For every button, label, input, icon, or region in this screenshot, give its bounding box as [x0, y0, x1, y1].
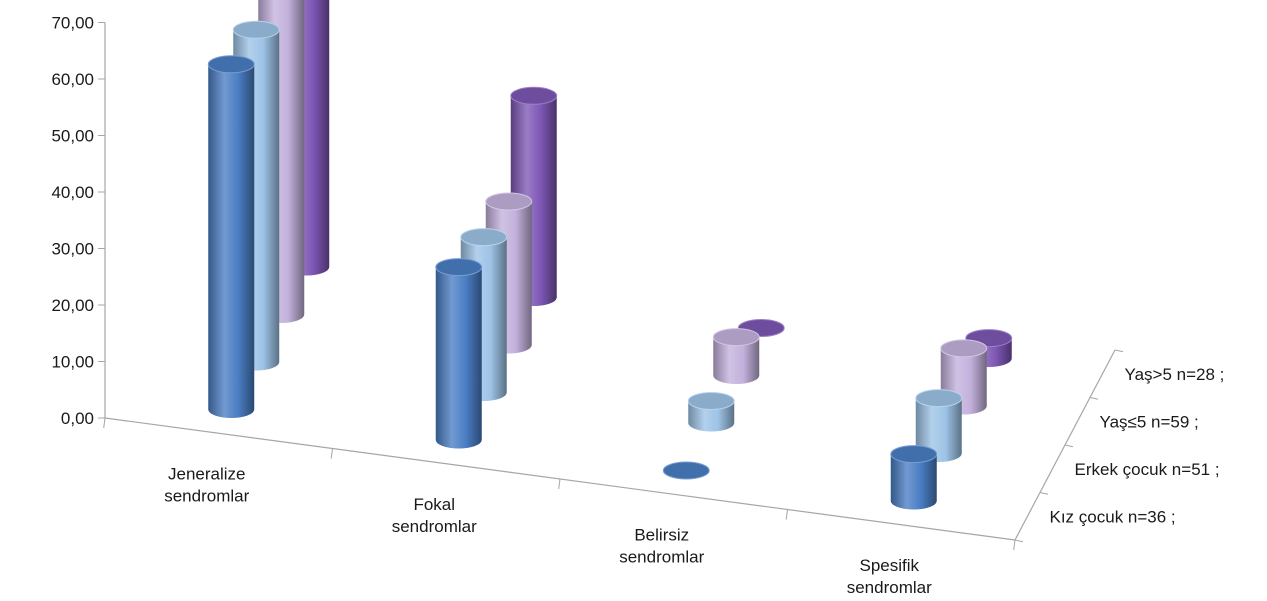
category-label: Fokal sendromlar: [392, 495, 477, 536]
cylinder-bar: [915, 389, 963, 462]
cylinder-body: [915, 398, 962, 462]
depth-tick-mark: [1089, 397, 1099, 400]
series-label: Kız çocuk n=36 ;: [1050, 507, 1176, 526]
cylinder-top: [435, 258, 483, 277]
cylinder-top: [687, 391, 735, 410]
y-tick-label: 0,00: [61, 409, 94, 428]
y-tick-label: 40,00: [51, 183, 94, 202]
labels-layer: 0,00 10,00 20,00 30,00 40,00 50,00 60,00 70,00 J…: [51, 14, 1224, 597]
depth-tick-mark: [1039, 492, 1049, 495]
cylinder-top: [460, 228, 508, 247]
x-tick-mark: [330, 448, 333, 459]
cylinder-top: [510, 86, 558, 105]
series-label: Yaş>5 n=28 ;: [1125, 365, 1225, 384]
axes-layer: [98, 22, 1124, 551]
depth-tick-mark: [1114, 349, 1124, 353]
y-tick-label: 10,00: [51, 353, 94, 372]
cylinder-bar: [712, 328, 760, 384]
category-label: Jeneralize sendromlar: [164, 464, 249, 505]
y-tick-label: 60,00: [51, 70, 94, 89]
cylinder-bar: [687, 391, 735, 432]
cylinder-top: [662, 461, 710, 480]
category-label: Spesifik sendromlar: [847, 556, 932, 597]
cylinder-top: [890, 445, 938, 464]
cylinder-bar: [435, 258, 483, 449]
cylinder-bar: [662, 461, 710, 480]
cylinder-top: [712, 328, 760, 347]
series-label: Erkek çocuk n=51 ;: [1075, 460, 1220, 479]
y-tick-label: 70,00: [51, 14, 94, 33]
cylinder-top: [207, 55, 255, 74]
category-label: Belirsiz sendromlar: [619, 525, 704, 566]
cylinder-top: [232, 20, 280, 39]
cylinder-bar: [940, 339, 988, 415]
y-tick-label: 50,00: [51, 127, 94, 146]
depth-tick-mark: [1064, 444, 1074, 448]
cylinder-bar: [890, 445, 938, 510]
cylinder-top: [915, 389, 963, 408]
cylinder-top: [940, 339, 988, 358]
depth-tick-mark: [1014, 539, 1024, 543]
cylinder-body: [435, 267, 482, 449]
x-tick-mark: [1013, 539, 1016, 551]
cylinder-top: [485, 192, 533, 211]
x-tick-mark: [785, 509, 788, 520]
cylinder-body: [713, 337, 760, 384]
cylinder-bar: [207, 55, 255, 418]
cylinder-body: [208, 64, 255, 418]
x-tick-mark: [558, 478, 561, 490]
y-tick-label: 20,00: [51, 296, 94, 315]
cylinder-body: [890, 454, 937, 510]
y-tick-label: 30,00: [51, 240, 94, 259]
bars-layer: [207, 0, 1013, 510]
x-tick-mark: [103, 417, 106, 429]
series-label: Yaş≤5 n=59 ;: [1100, 412, 1199, 431]
